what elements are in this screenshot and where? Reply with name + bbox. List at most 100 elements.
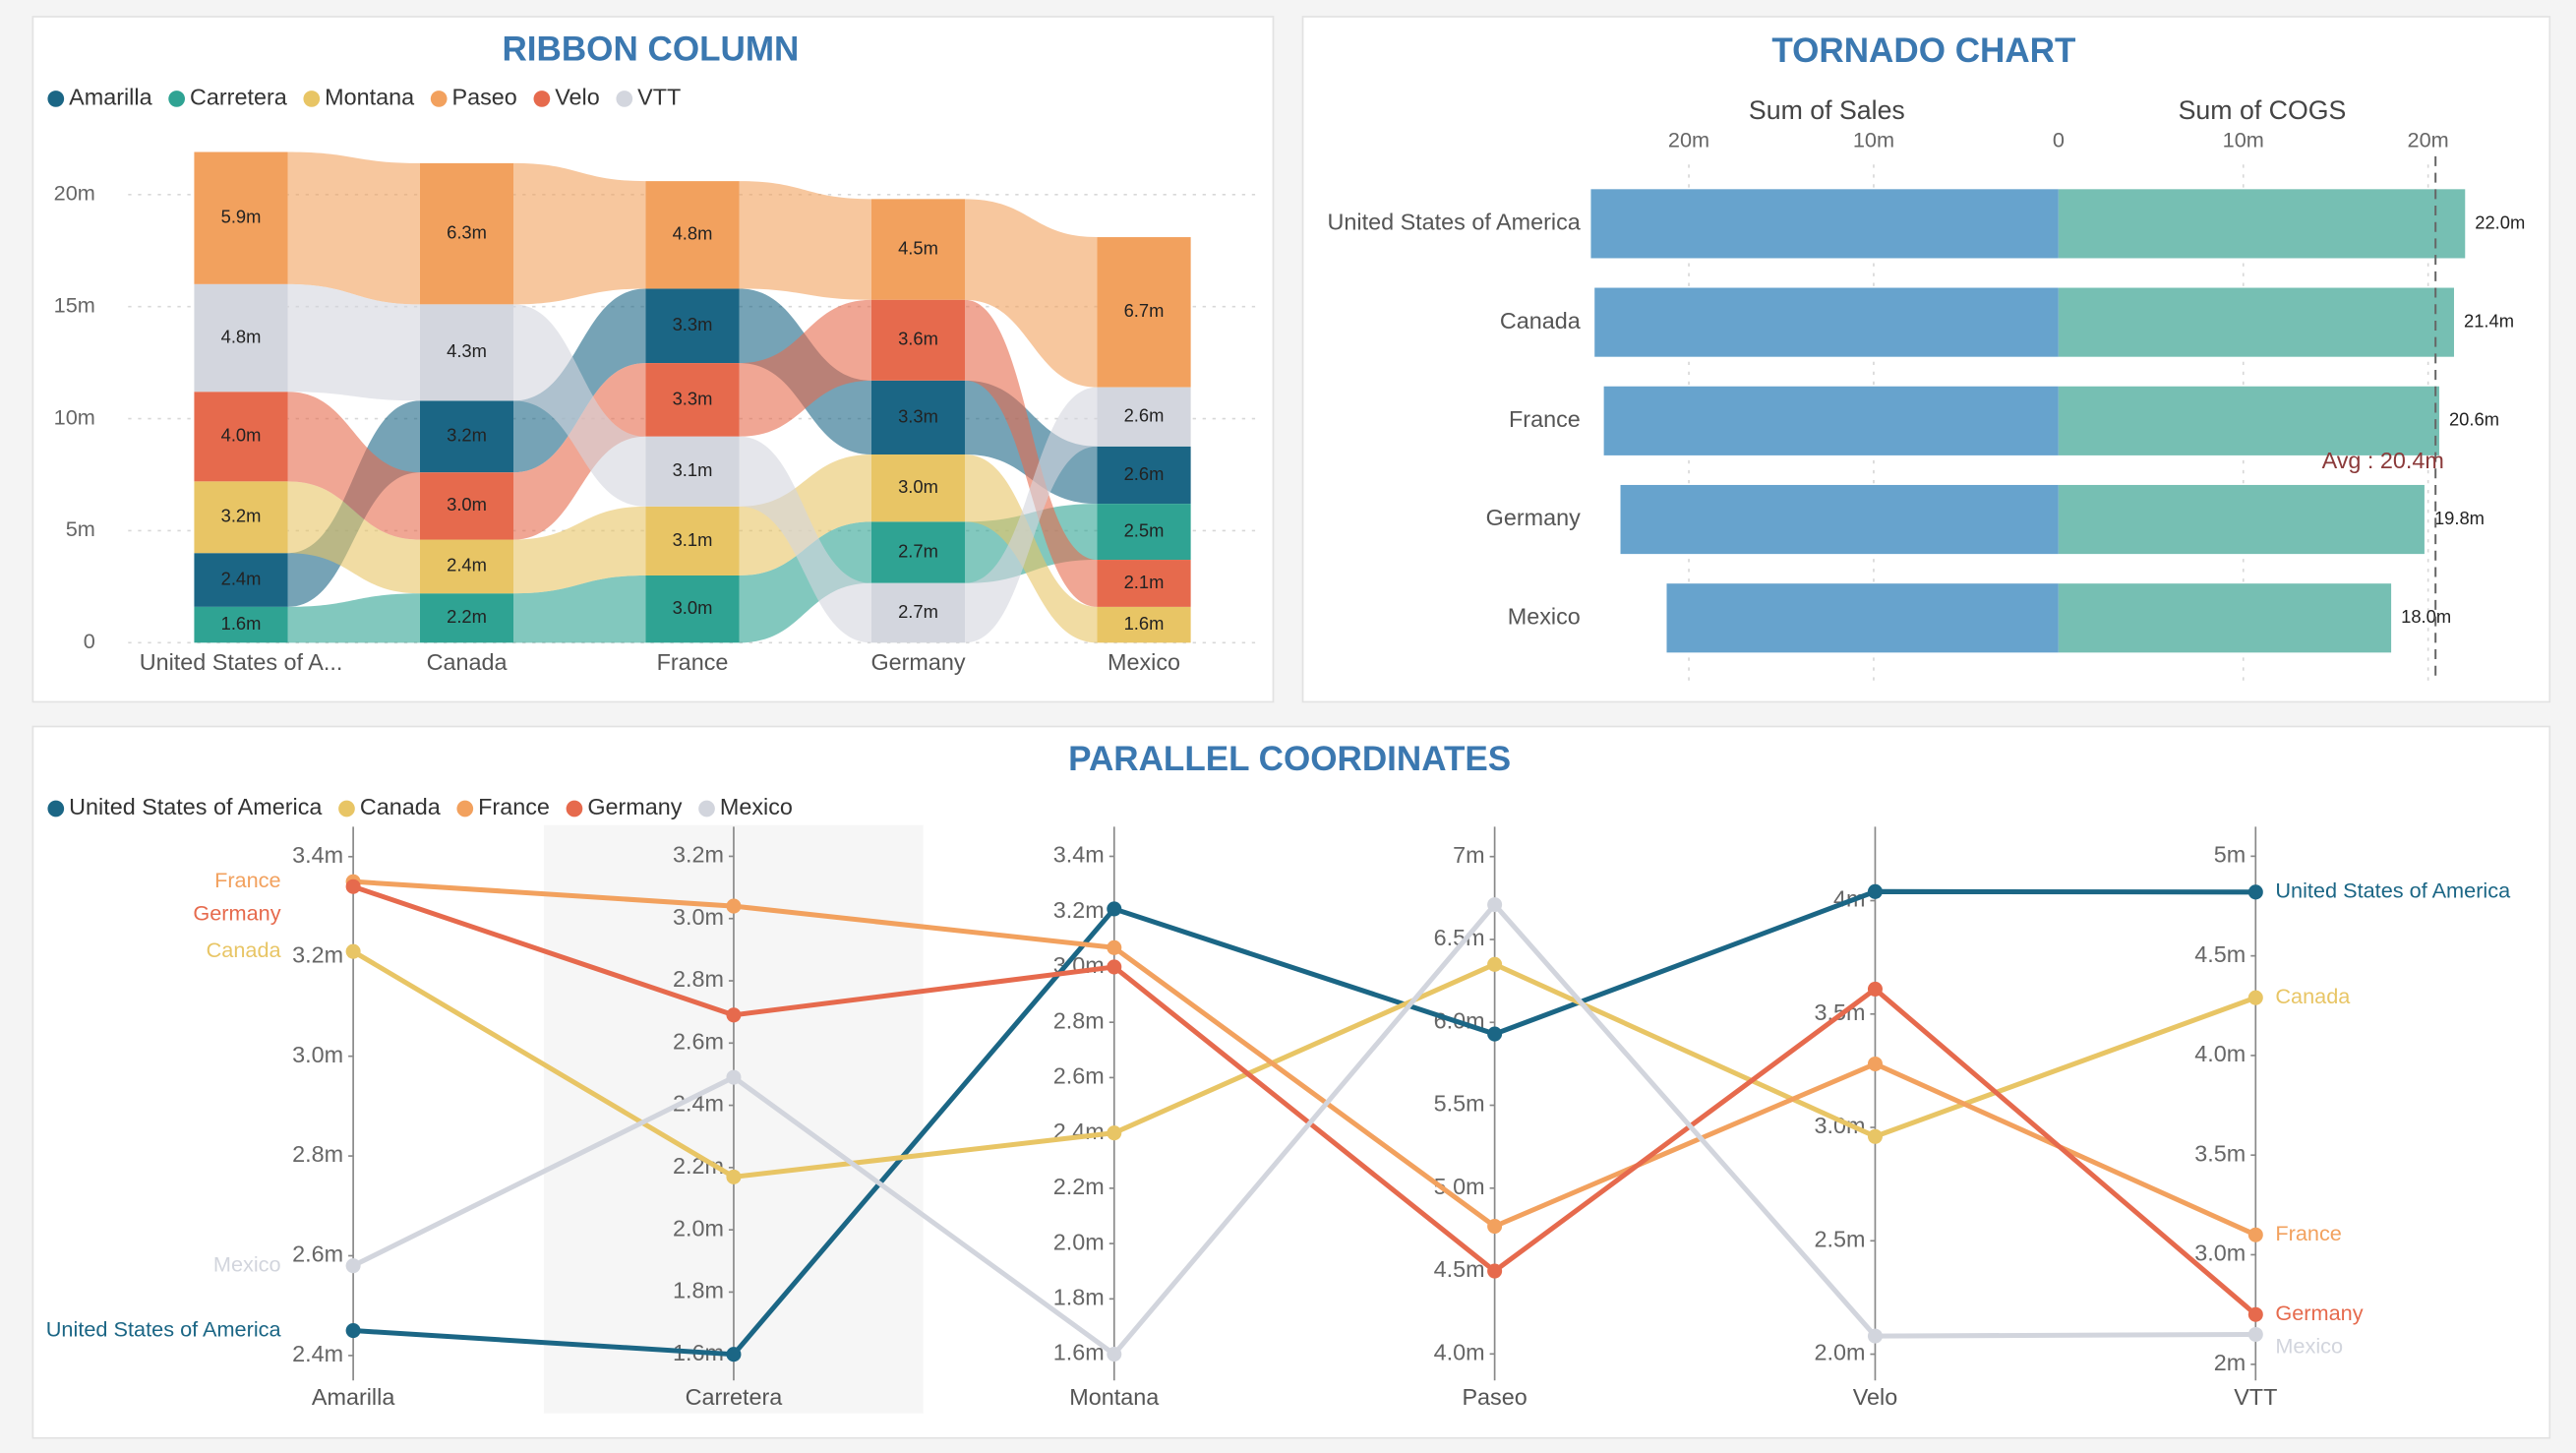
bar-segment [419, 593, 514, 643]
point [1867, 1056, 1883, 1072]
data-label: 3.1m [673, 529, 713, 550]
point [2247, 884, 2263, 900]
data-label: 19.8m [2434, 508, 2485, 528]
bar-segment [1097, 504, 1191, 561]
legend-label: United States of America [69, 794, 322, 819]
legend-marker [168, 91, 185, 107]
y-tick-label: 2.8m [292, 1141, 343, 1167]
bar-segment [645, 363, 740, 437]
point [726, 1347, 742, 1362]
ribbon [287, 481, 420, 594]
bar-segment [870, 582, 966, 643]
bar [2058, 386, 2439, 455]
legend-label: France [478, 794, 550, 819]
series-end-label: Germany [193, 900, 280, 925]
y-tick-label: 2.8m [673, 966, 724, 992]
x-tick-label: Mexico [1108, 649, 1180, 675]
legend-label: Paseo [452, 85, 517, 110]
series-line [352, 878, 2257, 1238]
x-tick-label: Germany [870, 649, 965, 675]
ribbon [287, 392, 420, 540]
legend-marker [338, 800, 355, 817]
y-tick-label: 3.4m [1053, 842, 1105, 868]
chart-title: TORNADO CHART [1771, 31, 2076, 70]
y-tick-label: Canada [1500, 308, 1581, 333]
ribbon [513, 575, 646, 643]
ribbon [965, 199, 1098, 388]
bar [2058, 484, 2425, 555]
data-label: 3.0m [898, 476, 938, 497]
y-tick-label: 3.0m [292, 1042, 343, 1067]
point [1867, 981, 1883, 997]
legend-marker [566, 800, 583, 817]
ribbon [965, 454, 1098, 643]
data-label: 3.3m [673, 314, 713, 334]
point [1487, 1219, 1503, 1235]
y-tick-label: 2.6m [1053, 1063, 1105, 1089]
legend-label: VTT [637, 85, 681, 110]
bar-segment [870, 380, 966, 454]
point [345, 1323, 361, 1339]
data-label: 18.0m [2401, 606, 2451, 627]
chart-title: PARALLEL COORDINATES [1068, 740, 1511, 778]
point [1107, 901, 1122, 917]
y-tick-label: 1.6m [1053, 1340, 1105, 1365]
series-end-label: France [214, 868, 281, 892]
bar-segment [645, 181, 740, 289]
y-tick-label: 1.8m [673, 1278, 724, 1303]
bar-segment [870, 299, 966, 381]
legend-label: Montana [325, 85, 414, 110]
bar-segment [1097, 387, 1191, 447]
data-label: 2.4m [447, 555, 487, 575]
x-tick-label: France [657, 649, 729, 675]
data-label: 6.3m [447, 222, 487, 243]
legend-marker [616, 91, 633, 107]
y-tick-label: 4.5m [2194, 941, 2246, 967]
x-tick-label: 10m [2223, 128, 2264, 152]
bar-segment [194, 606, 288, 643]
bar-segment [645, 575, 740, 643]
series-end-label: United States of America [2275, 878, 2511, 903]
series-end-label: Germany [2275, 1301, 2363, 1325]
bar-segment [645, 436, 740, 507]
legend-marker [430, 91, 448, 107]
data-label: 2.7m [898, 601, 938, 622]
bar-segment [1097, 560, 1191, 607]
y-tick-label: 0 [84, 629, 95, 653]
bar-segment [1097, 237, 1191, 388]
point [1107, 959, 1122, 975]
data-label: 2.2m [447, 606, 487, 627]
bar-segment [419, 539, 514, 594]
ribbon [739, 436, 871, 643]
x-tick-label: 10m [1853, 128, 1894, 152]
ribbon [287, 151, 420, 305]
point [345, 943, 361, 959]
series-end-label: Canada [2275, 984, 2351, 1008]
data-label: 3.6m [898, 329, 938, 349]
data-label: 4.8m [221, 326, 262, 346]
series-line [352, 888, 2256, 1358]
legend-marker [698, 800, 715, 817]
bar [1620, 484, 2059, 555]
x-tick-label: 20m [1668, 128, 1709, 152]
bar-segment [419, 400, 514, 473]
legend-label: Mexico [720, 794, 793, 819]
data-label: 3.2m [221, 506, 262, 526]
ribbon [739, 521, 871, 643]
y-tick-label: France [1509, 406, 1581, 432]
data-label: 4.3m [447, 340, 487, 361]
y-tick-label: 2.0m [1814, 1340, 1865, 1365]
y-tick-label: 3.2m [1053, 897, 1105, 923]
point [726, 898, 742, 914]
panel [31, 725, 2551, 1439]
data-label: 1.6m [1124, 613, 1165, 634]
data-label: 3.3m [673, 388, 713, 408]
data-label: 3.3m [898, 405, 938, 426]
y-tick-label: United States of America [1328, 210, 1581, 235]
y-tick-label: 2.0m [673, 1215, 724, 1241]
data-label: 5.9m [221, 207, 262, 227]
y-tick-label: 3.0m [1814, 1113, 1865, 1138]
data-label: 4.5m [898, 237, 938, 258]
point [726, 1007, 742, 1023]
